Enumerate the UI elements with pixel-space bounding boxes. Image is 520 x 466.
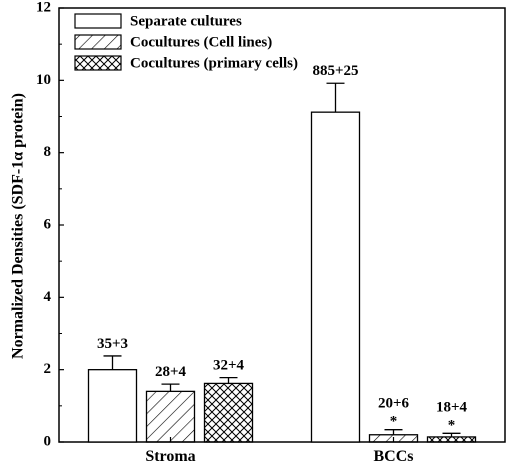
- bar: [203, 382, 254, 443]
- significance-mark: *: [390, 414, 398, 430]
- data-label: 28+4: [155, 364, 187, 380]
- legend-label: Cocultures (Cell lines): [130, 34, 272, 50]
- y-tick-label: 8: [44, 144, 52, 160]
- bar: [368, 434, 419, 443]
- legend-swatch: [74, 13, 122, 29]
- data-label: 20+6: [378, 396, 410, 412]
- legend-label: Separate cultures: [130, 13, 242, 29]
- bar: [87, 369, 138, 443]
- bars: 35+3 28+4 32+4 885+25 * 20+6 * 18+4: [87, 63, 477, 443]
- y-tick-label: 0: [44, 433, 52, 449]
- legend: Separate cultures Cocultures (Cell lines)…: [74, 13, 298, 71]
- y-tick-label: 12: [36, 0, 51, 15]
- data-label: 35+3: [97, 336, 128, 352]
- legend-label: Cocultures (primary cells): [130, 55, 298, 71]
- y-tick-label: 4: [44, 289, 52, 305]
- legend-swatch: [74, 55, 122, 71]
- legend-swatch: [74, 34, 122, 50]
- bar: [426, 436, 477, 443]
- data-label: 885+25: [312, 63, 358, 79]
- x-category-label: Stroma: [145, 448, 195, 465]
- y-tick-label: 6: [44, 216, 52, 232]
- data-label: 18+4: [436, 399, 468, 415]
- y-tick-label: 2: [44, 361, 52, 377]
- significance-mark: *: [448, 417, 456, 433]
- x-category-label: BCCs: [373, 448, 413, 465]
- y-axis-title: Normalized Densities (SDF-1α protein): [10, 93, 27, 359]
- bar: [145, 390, 196, 443]
- data-label: 32+4: [213, 358, 245, 374]
- y-axis: 0 2 4 6 8 10 12: [36, 0, 64, 449]
- y-tick-label: 10: [36, 72, 51, 88]
- bar: [310, 111, 361, 443]
